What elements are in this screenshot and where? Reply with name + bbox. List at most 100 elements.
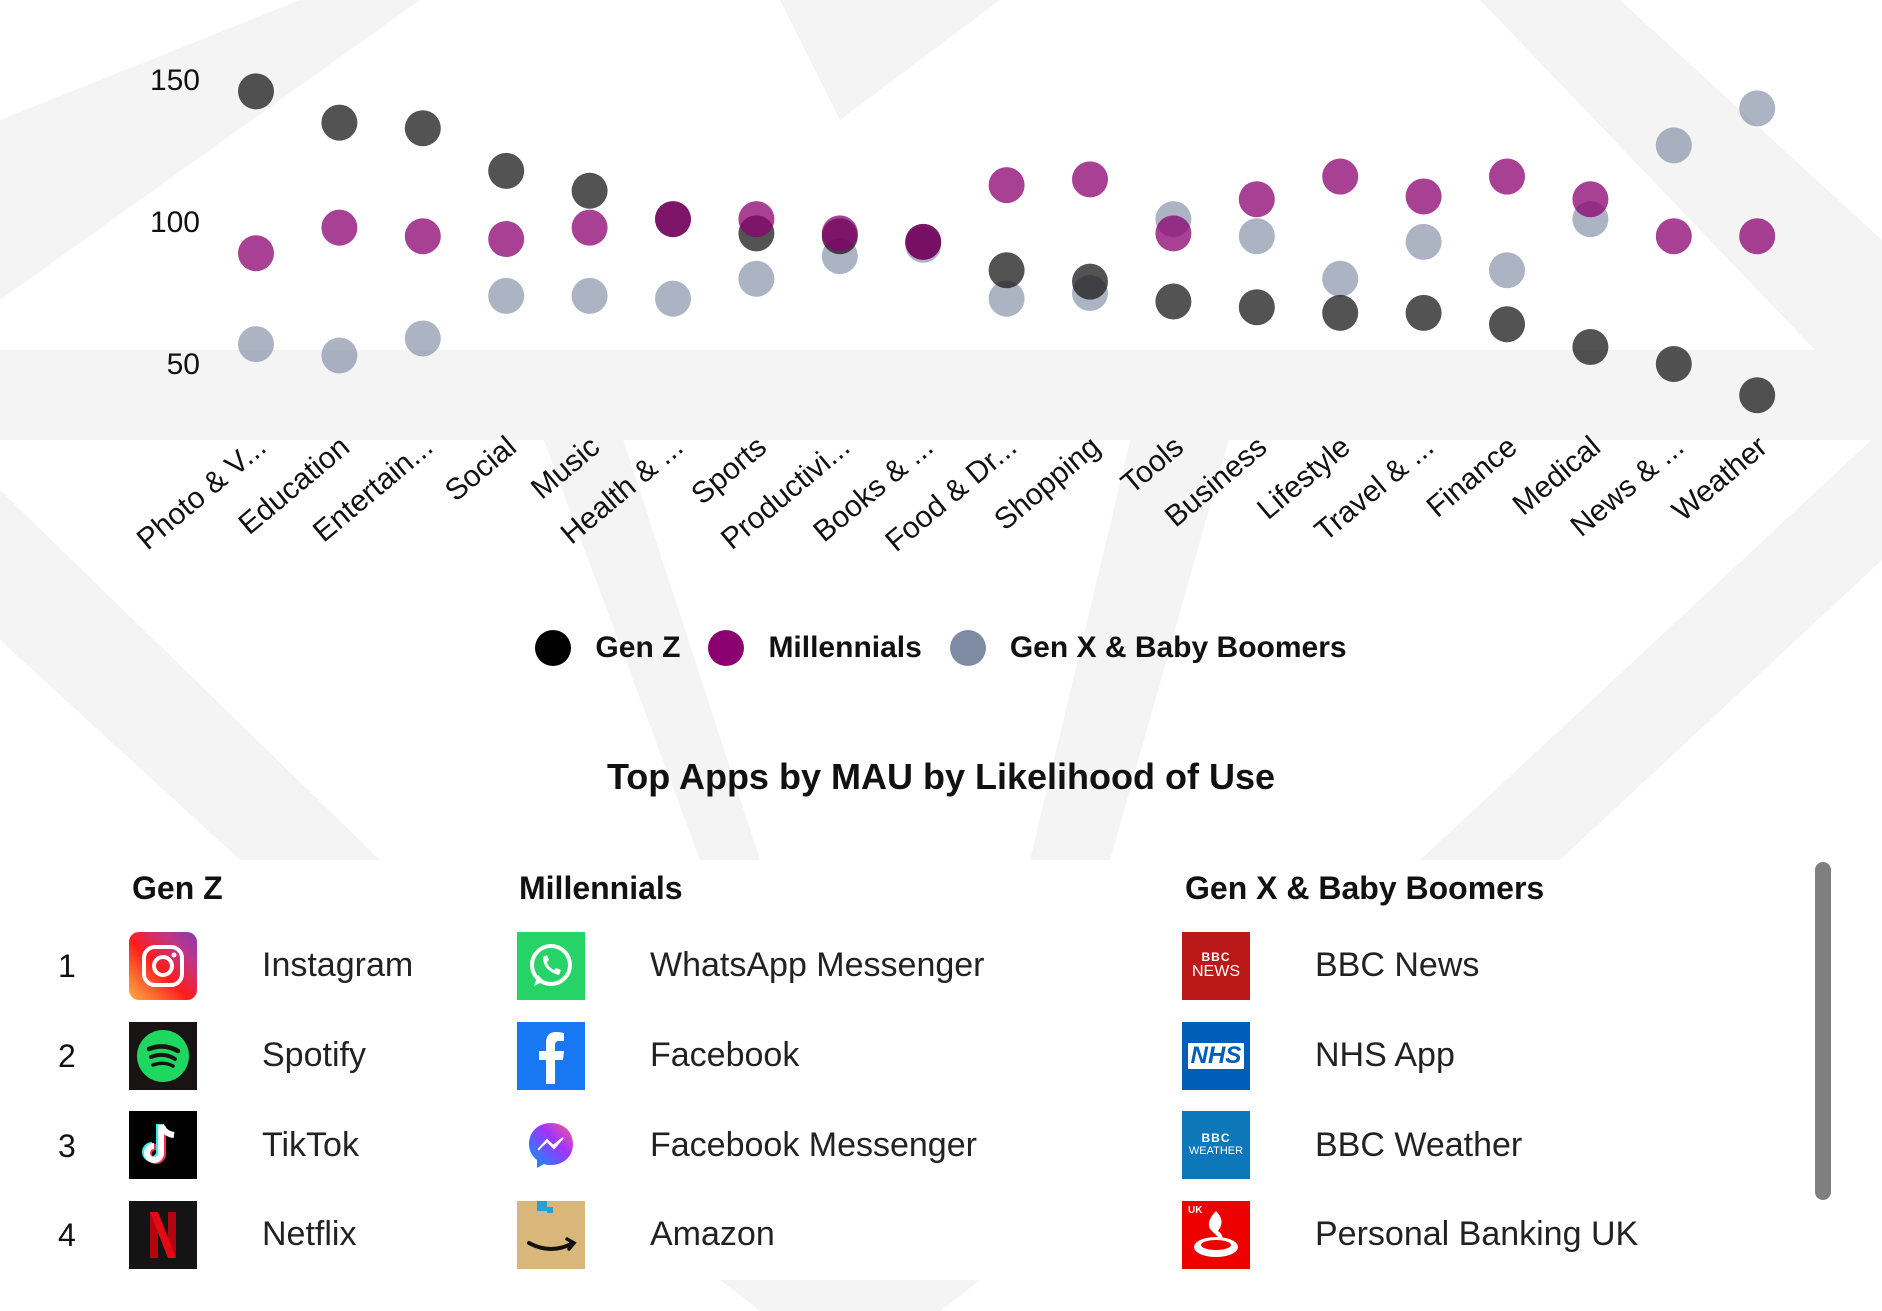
data-point-gen-z <box>1405 294 1442 331</box>
data-point-millennials <box>571 209 608 246</box>
data-point-millennials <box>738 201 775 238</box>
vertical-scrollbar[interactable] <box>1815 862 1831 1200</box>
bbc-news-icon-text-news: NEWS <box>1192 963 1240 980</box>
bbc-weather-icon-text-weather: WEATHER <box>1188 1144 1244 1157</box>
column-heading-gen-z: Gen Z <box>132 870 223 906</box>
santander-icon-text-uk: UK <box>1188 1205 1203 1216</box>
data-point-gen-z <box>1739 377 1776 414</box>
data-point-gen-x-baby-boomers <box>1322 260 1359 297</box>
data-point-millennials <box>1322 158 1359 195</box>
data-point-gen-x-baby-boomers <box>488 277 525 314</box>
x-tick-label: Finance <box>1421 430 1524 524</box>
legend-item-gen-x-boomers: Gen X & Baby Boomers <box>949 630 1347 666</box>
messenger-icon[interactable] <box>517 1111 585 1179</box>
data-point-millennials <box>1572 181 1609 218</box>
data-point-millennials <box>321 209 358 246</box>
app-name-messenger: Facebook Messenger <box>650 1126 977 1164</box>
data-point-millennials <box>821 215 858 252</box>
x-tick-label: Tools <box>1115 430 1190 500</box>
legend-item-millennials: Millennials <box>708 630 922 666</box>
data-point-gen-x-baby-boomers <box>1238 218 1275 255</box>
data-point-gen-z <box>988 252 1025 289</box>
data-point-gen-x-baby-boomers <box>321 337 358 374</box>
data-point-millennials <box>1155 215 1192 252</box>
data-point-gen-x-baby-boomers <box>571 277 608 314</box>
nhs-icon-text: NHS <box>1187 1043 1245 1069</box>
rank-4: 4 <box>58 1217 76 1253</box>
data-point-millennials <box>404 218 441 255</box>
column-heading-millennials: Millennials <box>519 870 683 906</box>
rank-3: 3 <box>58 1128 76 1164</box>
data-point-gen-z <box>488 152 525 189</box>
whatsapp-icon[interactable] <box>517 932 585 1000</box>
legend-swatch-gen-z <box>535 630 572 666</box>
data-point-gen-z <box>1572 328 1609 365</box>
legend-item-gen-z: Gen Z <box>535 630 680 666</box>
app-name-tiktok: TikTok <box>262 1126 359 1164</box>
tiktok-icon[interactable] <box>129 1111 197 1179</box>
instagram-icon[interactable] <box>129 932 197 1000</box>
data-point-gen-z <box>1655 346 1692 382</box>
x-tick-label: Social <box>439 430 523 508</box>
legend-swatch-gen-x-boomers <box>949 630 986 666</box>
y-tick-label: 100 <box>150 206 200 239</box>
spotify-icon[interactable] <box>129 1022 197 1090</box>
data-point-gen-z <box>1322 294 1359 331</box>
nhs-icon[interactable]: NHS <box>1182 1022 1250 1090</box>
data-point-gen-x-baby-boomers <box>1405 223 1442 260</box>
bbc-news-icon-text-bbc: BBC <box>1201 950 1231 964</box>
app-name-instagram: Instagram <box>262 946 414 984</box>
chart-legend: Gen Z Millennials Gen X & Baby Boomers <box>0 630 1882 666</box>
data-point-gen-z <box>321 104 358 141</box>
data-point-millennials <box>238 235 274 272</box>
rank-2: 2 <box>58 1038 76 1074</box>
x-tick-label: Weather <box>1666 430 1774 528</box>
app-name-nhs: NHS App <box>1315 1036 1455 1074</box>
amazon-icon[interactable] <box>517 1201 585 1269</box>
santander-icon[interactable]: UK <box>1182 1201 1250 1269</box>
data-point-gen-z <box>1489 306 1525 343</box>
data-point-gen-z <box>238 73 274 110</box>
netflix-icon[interactable] <box>129 1201 197 1269</box>
data-point-gen-x-baby-boomers <box>404 320 441 357</box>
app-name-amazon: Amazon <box>650 1215 775 1253</box>
y-tick-label: 50 <box>167 348 200 381</box>
app-name-whatsapp: WhatsApp Messenger <box>650 946 985 984</box>
app-name-bbc-weather: BBC Weather <box>1315 1126 1523 1164</box>
data-point-millennials <box>1238 181 1275 218</box>
app-name-spotify: Spotify <box>262 1036 366 1074</box>
facebook-icon[interactable] <box>517 1022 585 1090</box>
data-point-gen-x-baby-boomers <box>738 260 775 297</box>
data-point-millennials <box>1405 178 1442 215</box>
data-point-gen-z <box>571 172 608 209</box>
data-point-millennials <box>1655 218 1692 255</box>
column-heading-gen-x-boomers: Gen X & Baby Boomers <box>1185 870 1545 906</box>
data-point-gen-z <box>1155 283 1192 320</box>
rank-1: 1 <box>58 948 76 984</box>
data-point-gen-x-baby-boomers <box>1489 252 1525 289</box>
data-point-gen-z <box>1072 263 1108 300</box>
data-point-millennials <box>905 223 942 260</box>
data-point-millennials <box>988 167 1025 204</box>
data-point-gen-x-baby-boomers <box>988 280 1025 317</box>
data-point-millennials <box>1739 218 1776 255</box>
data-point-millennials <box>1072 161 1108 198</box>
data-point-gen-x-baby-boomers <box>238 326 274 363</box>
legend-label-gen-z: Gen Z <box>595 631 681 664</box>
data-point-millennials <box>1489 158 1525 195</box>
legend-swatch-millennials <box>708 630 745 666</box>
data-point-gen-x-baby-boomers <box>1739 90 1776 127</box>
legend-label-millennials: Millennials <box>768 631 922 664</box>
app-name-facebook: Facebook <box>650 1036 800 1074</box>
data-point-gen-z <box>1238 289 1275 326</box>
app-name-santander: Personal Banking UK <box>1315 1215 1639 1253</box>
y-tick-label: 150 <box>150 64 200 97</box>
app-name-bbc-news: BBC News <box>1315 946 1480 984</box>
bbc-news-icon[interactable]: BBC NEWS <box>1182 932 1250 1000</box>
data-point-gen-z <box>404 110 441 147</box>
bbc-weather-icon[interactable]: BBC WEATHER <box>1182 1111 1250 1179</box>
data-point-millennials <box>488 221 525 258</box>
data-point-gen-x-baby-boomers <box>1655 127 1692 164</box>
